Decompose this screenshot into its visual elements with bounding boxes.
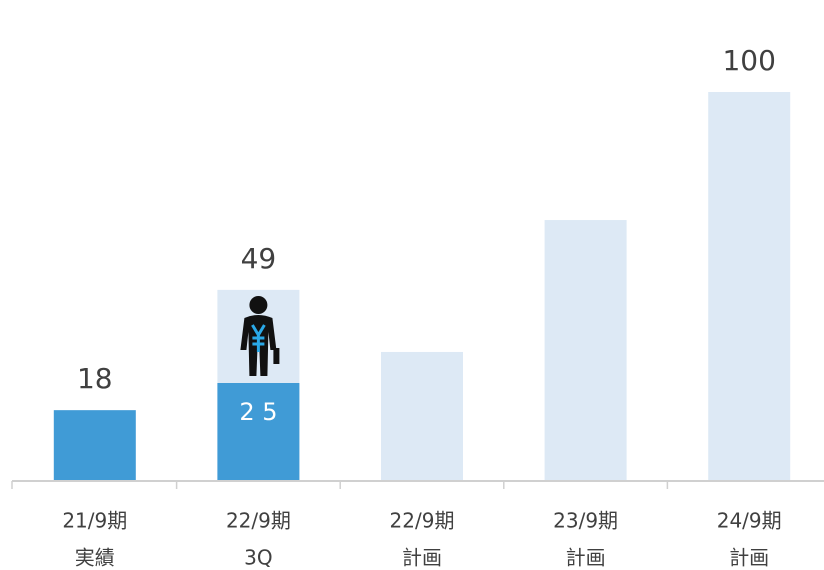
icon-yen	[251, 324, 266, 352]
x-tick-label: 22/9期	[226, 509, 291, 533]
value-label: 18	[77, 362, 113, 395]
x-tick-sublabel: 計画	[402, 546, 442, 570]
value-label: 49	[241, 242, 277, 275]
x-tick-label: 21/9期	[62, 509, 127, 533]
icon-head	[249, 296, 268, 314]
bar	[708, 92, 791, 480]
bar	[544, 220, 627, 481]
x-tick-label: 22/9期	[390, 509, 455, 533]
x-tick-label: 24/9期	[717, 509, 782, 533]
bar	[381, 351, 463, 480]
x-tick-label: 23/9期	[553, 509, 618, 533]
x-tick-sublabel: 3Q	[244, 546, 272, 570]
bar	[217, 383, 300, 480]
x-tick-sublabel: 計画	[566, 546, 606, 570]
bar	[53, 410, 136, 480]
x-tick-sublabel: 実績	[75, 546, 115, 570]
value-label: 2 5	[239, 398, 277, 426]
value-label: 100	[722, 44, 775, 77]
x-tick-sublabel: 計画	[729, 546, 769, 570]
person-icon	[240, 296, 280, 376]
icon-bag	[273, 348, 280, 364]
